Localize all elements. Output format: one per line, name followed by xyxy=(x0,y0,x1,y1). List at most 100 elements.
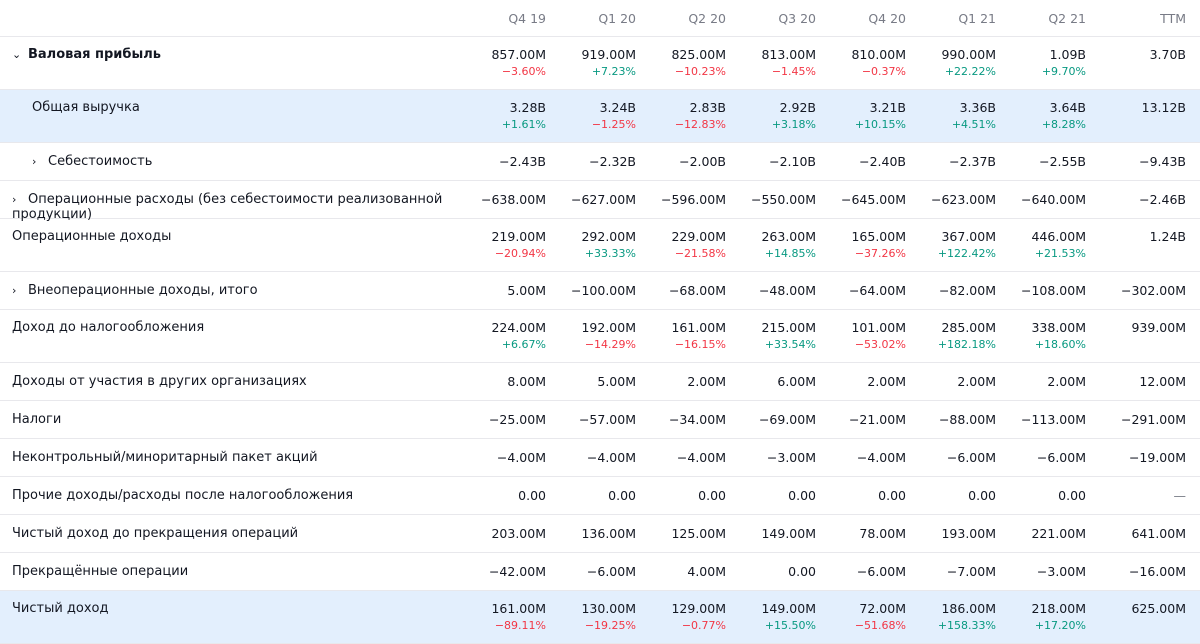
value-cell: −3.00M xyxy=(1036,564,1086,579)
row-label[interactable]: › Себестоимость xyxy=(0,154,470,169)
table-row[interactable]: › Себестоимость −2.43B −2.32B −2.00B −2.1… xyxy=(0,143,1200,181)
table-header: Q4 19 Q1 20 Q2 20 Q3 20 Q4 20 Q1 21 Q2 2… xyxy=(0,0,1200,37)
value-cell: 446.00M +21.53% xyxy=(1031,229,1086,260)
value-cell: 2.00M xyxy=(1047,374,1086,389)
value-cell: −550.00M xyxy=(751,192,816,207)
table-row[interactable]: Прочие доходы/расходы после налогообложе… xyxy=(0,477,1200,515)
column-header[interactable]: TTM xyxy=(1160,10,1186,26)
value-cell: −6.00M xyxy=(856,564,906,579)
value-cell: −113.00M xyxy=(1021,412,1086,427)
column-header[interactable]: Q4 20 xyxy=(868,10,906,26)
column-header[interactable]: Q1 20 xyxy=(598,10,636,26)
value-cell: 72.00M −51.68% xyxy=(854,601,906,632)
table-row[interactable]: Операционные доходы 219.00M −20.94% 292.0… xyxy=(0,219,1200,272)
row-label: Операционные доходы xyxy=(0,229,470,244)
row-label-text: Налоги xyxy=(12,412,62,427)
value-cell: 149.00M xyxy=(761,526,816,541)
value-cell: 125.00M xyxy=(671,526,726,541)
value-cell: −42.00M xyxy=(488,564,546,579)
row-label-text: Внеоперационные доходы, итого xyxy=(28,283,258,298)
value-cell: 165.00M −37.26% xyxy=(851,229,906,260)
table-row[interactable]: Доходы от участия в других организациях … xyxy=(0,363,1200,401)
table-row[interactable]: › Внеоперационные доходы, итого 5.00M −10… xyxy=(0,272,1200,310)
value-cell: 193.00M xyxy=(941,526,996,541)
column-header[interactable]: Q4 19 xyxy=(508,10,546,26)
value-cell: −645.00M xyxy=(841,192,906,207)
row-label: Доходы от участия в других организациях xyxy=(0,374,470,389)
value-cell: −4.00M xyxy=(676,450,726,465)
table-row[interactable]: Налоги −25.00M −57.00M −34.00M −69.00M −… xyxy=(0,401,1200,439)
row-label-text: Прекращённые операции xyxy=(12,564,189,579)
value-cell: −3.00M xyxy=(766,450,816,465)
row-label-text: Доходы от участия в других организациях xyxy=(12,374,307,389)
value-cell: 2.92B +3.18% xyxy=(771,100,816,131)
value-cell: 1.24B xyxy=(1149,229,1186,244)
value-cell: 3.64B +8.28% xyxy=(1041,100,1086,131)
value-cell: −6.00M xyxy=(1036,450,1086,465)
value-cell: 0.00 xyxy=(968,488,996,503)
value-cell: −2.00B xyxy=(679,154,726,169)
value-cell: −9.43B xyxy=(1139,154,1186,169)
column-header[interactable]: Q1 21 xyxy=(958,10,996,26)
column-header[interactable]: Q2 21 xyxy=(1048,10,1086,26)
table-row[interactable]: Чистый доход до прекращения операций 203… xyxy=(0,515,1200,553)
value-cell: −2.10B xyxy=(769,154,816,169)
table-row[interactable]: Доход до налогообложения 224.00M +6.67% 1… xyxy=(0,310,1200,363)
row-label-text: Чистый доход до прекращения операций xyxy=(12,526,299,541)
row-label-text: Себестоимость xyxy=(48,154,153,169)
row-label: Доход до налогообложения xyxy=(0,320,470,335)
value-cell: 221.00M xyxy=(1031,526,1086,541)
table-row[interactable]: Прекращённые операции −42.00M −6.00M 4.0… xyxy=(0,553,1200,591)
value-cell: −2.43B xyxy=(499,154,546,169)
value-cell: 0.00 xyxy=(518,488,546,503)
row-label: Чистый доход xyxy=(0,601,470,616)
value-cell: 292.00M +33.33% xyxy=(581,229,636,260)
value-cell: 825.00M −10.23% xyxy=(671,47,726,78)
value-cell: 4.00M xyxy=(687,564,726,579)
chevron-right-icon[interactable]: › xyxy=(12,193,17,206)
value-cell: −48.00M xyxy=(758,283,816,298)
row-label[interactable]: › Внеоперационные доходы, итого xyxy=(0,283,470,298)
chevron-right-icon[interactable]: › xyxy=(12,284,17,297)
value-cell: −19.00M xyxy=(1128,450,1186,465)
value-cell: 224.00M +6.67% xyxy=(491,320,546,351)
row-label-text: Операционные расходы (без себестоимости … xyxy=(12,192,443,222)
value-cell: 161.00M −16.15% xyxy=(671,320,726,351)
row-label: Прочие доходы/расходы после налогообложе… xyxy=(0,488,470,503)
value-cell: 218.00M +17.20% xyxy=(1031,601,1086,632)
value-cell: 215.00M +33.54% xyxy=(761,320,816,351)
value-cell: 919.00M +7.23% xyxy=(581,47,636,78)
value-cell: −596.00M xyxy=(661,192,726,207)
table-row[interactable]: Неконтрольный/миноритарный пакет акций −… xyxy=(0,439,1200,477)
value-cell: 3.70B xyxy=(1149,47,1186,62)
table-row[interactable]: ⌄ Валовая прибыль 857.00M −3.60% 919.00M +7… xyxy=(0,37,1200,90)
value-cell: −57.00M xyxy=(578,412,636,427)
row-label: Чистый доход до прекращения операций xyxy=(0,526,470,541)
row-label[interactable]: › Операционные расходы (без себестоимости… xyxy=(0,192,470,222)
value-cell: −2.40B xyxy=(859,154,906,169)
value-cell: −100.00M xyxy=(571,283,636,298)
value-cell: 3.21B +10.15% xyxy=(854,100,906,131)
value-cell: 0.00 xyxy=(608,488,636,503)
column-header[interactable]: Q3 20 xyxy=(778,10,816,26)
value-cell: −2.37B xyxy=(949,154,996,169)
value-cell: −2.32B xyxy=(589,154,636,169)
chevron-down-icon[interactable]: ⌄ xyxy=(12,48,22,61)
row-label[interactable]: ⌄ Валовая прибыль xyxy=(0,47,470,62)
table-row[interactable]: › Операционные расходы (без себестоимости… xyxy=(0,181,1200,222)
value-cell: 1.09B +9.70% xyxy=(1041,47,1086,78)
table-row[interactable]: Чистый доход 161.00M −89.11% 130.00M −19.2… xyxy=(0,591,1200,644)
value-cell: 338.00M +18.60% xyxy=(1031,320,1086,351)
column-header[interactable]: Q2 20 xyxy=(688,10,726,26)
row-label-text: Чистый доход xyxy=(12,601,109,616)
value-cell: −16.00M xyxy=(1128,564,1186,579)
value-cell: −6.00M xyxy=(586,564,636,579)
value-cell: 186.00M +158.33% xyxy=(937,601,996,632)
value-cell: −2.46B xyxy=(1139,192,1186,207)
value-cell: 263.00M +14.85% xyxy=(761,229,816,260)
row-label: Неконтрольный/миноритарный пакет акций xyxy=(0,450,470,465)
table-row[interactable]: Общая выручка 3.28B +1.61% 3.24B −1.25% 2.… xyxy=(0,90,1200,143)
chevron-right-icon[interactable]: › xyxy=(32,155,37,168)
row-label-text: Доход до налогообложения xyxy=(12,320,205,335)
row-label-text: Неконтрольный/миноритарный пакет акций xyxy=(12,450,318,465)
